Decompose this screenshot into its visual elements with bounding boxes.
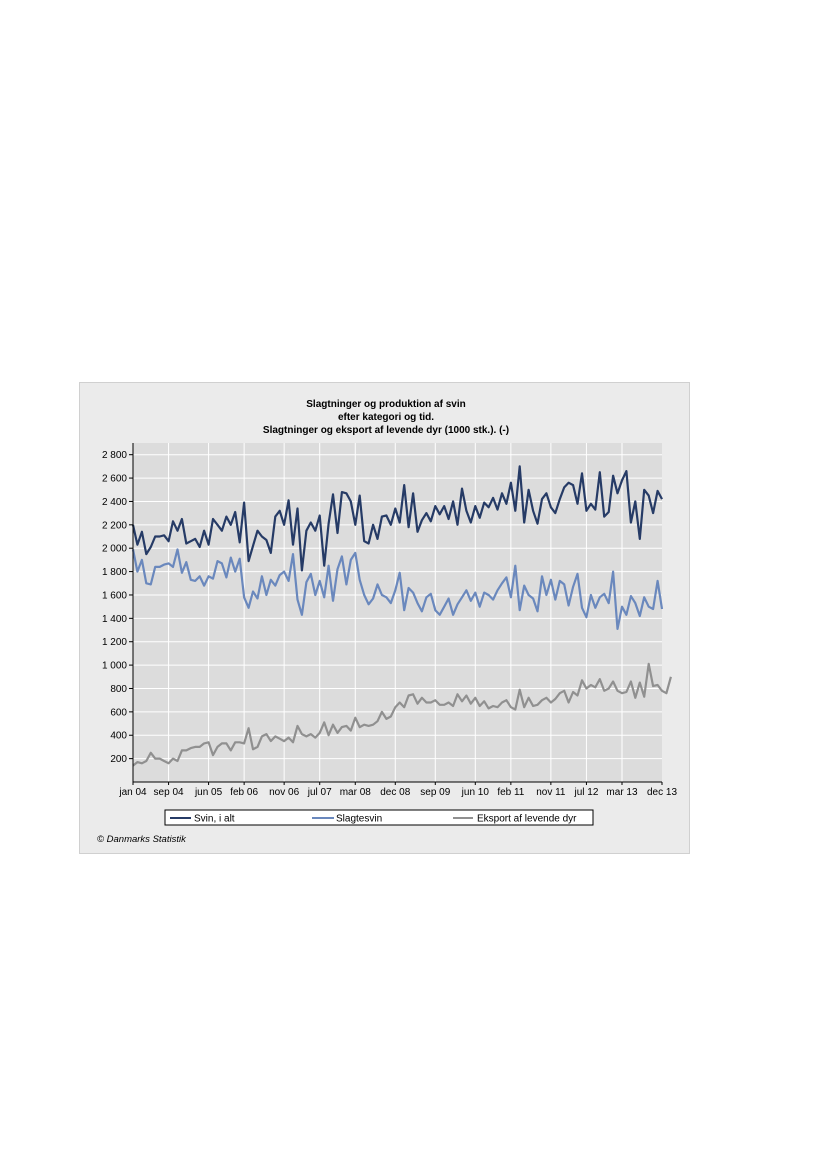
y-tick-label: 1 800 <box>102 567 127 578</box>
legend-label: Eksport af levende dyr <box>477 814 577 825</box>
y-tick-label: 400 <box>110 731 127 742</box>
grid-lines-horizontal <box>133 454 662 760</box>
y-tick-label: 2 000 <box>102 544 127 555</box>
legend-item-svin-i-alt: Svin, i alt <box>170 814 235 825</box>
series-eksport-af-levende-dyr <box>132 662 672 767</box>
y-tick-label: 800 <box>110 684 127 695</box>
y-tick-label: 2 200 <box>102 520 127 531</box>
x-tick-label: jul 07 <box>307 787 332 798</box>
x-tick-label: nov 11 <box>536 787 566 798</box>
chart-title-line-3: Slagtninger og eksport af levende dyr (1… <box>263 425 509 436</box>
y-tick-label: 1 400 <box>102 614 127 625</box>
series-slagtesvin <box>131 548 664 630</box>
x-tick-label: jan 04 <box>118 787 147 798</box>
x-tick-label: jul 12 <box>573 787 598 798</box>
x-tick-label: jun 10 <box>461 787 490 798</box>
x-tick-label: sep 04 <box>154 787 184 798</box>
chart-title-line-2: efter kategori og tid. <box>338 412 434 423</box>
legend-item-slagtesvin: Slagtesvin <box>312 814 382 825</box>
y-tick-label: 2 600 <box>102 474 127 485</box>
y-tick-label: 1 600 <box>102 590 127 601</box>
line-chart: 200 400 600 800 1 000 1 200 1 400 1 600 1 800 2 0… <box>97 399 677 845</box>
chart-title-line-1: Slagtninger og produktion af svin <box>306 399 465 410</box>
x-tick-label: feb 06 <box>230 787 258 798</box>
legend-label: Slagtesvin <box>336 814 382 825</box>
series-line <box>131 465 663 572</box>
x-axis-ticks: jan 04 sep 04 jun 05 feb 06 nov 06 jul 07 mar … <box>118 782 677 798</box>
y-tick-label: 600 <box>110 707 127 718</box>
x-tick-label: feb 11 <box>497 787 524 798</box>
x-tick-label: dec 13 <box>647 787 677 798</box>
grid-lines-vertical <box>168 443 623 782</box>
y-tick-label: 2 800 <box>102 450 127 461</box>
series-line <box>131 548 664 630</box>
chart-panel: 200 400 600 800 1 000 1 200 1 400 1 600 1 800 2 0… <box>79 382 690 854</box>
y-tick-label: 200 <box>110 754 127 765</box>
x-tick-label: mar 08 <box>340 787 372 798</box>
legend-box <box>164 809 594 826</box>
x-tick-label: jun 05 <box>194 787 223 798</box>
plot-area <box>133 443 662 782</box>
y-tick-label: 1 200 <box>102 637 127 648</box>
source-credit: © Danmarks Statistik <box>97 834 187 845</box>
y-tick-label: 2 400 <box>102 497 127 508</box>
series-line <box>132 662 672 767</box>
x-tick-label: dec 08 <box>380 787 410 798</box>
legend-item-eksport-af-levende-dyr: Eksport af levende dyr <box>453 814 577 825</box>
x-tick-label: mar 13 <box>606 787 638 798</box>
x-tick-label: sep 09 <box>420 787 450 798</box>
legend: Svin, i alt Slagtesvin Eksport af levend… <box>164 809 594 826</box>
y-axis-ticks: 200 400 600 800 1 000 1 200 1 400 1 600 1 800 2 0… <box>102 450 133 765</box>
series-svin-i-alt <box>131 465 663 572</box>
series-layer <box>131 465 672 767</box>
x-tick-label: nov 06 <box>269 787 299 798</box>
y-tick-label: 1 000 <box>102 661 127 672</box>
legend-label: Svin, i alt <box>194 814 235 825</box>
